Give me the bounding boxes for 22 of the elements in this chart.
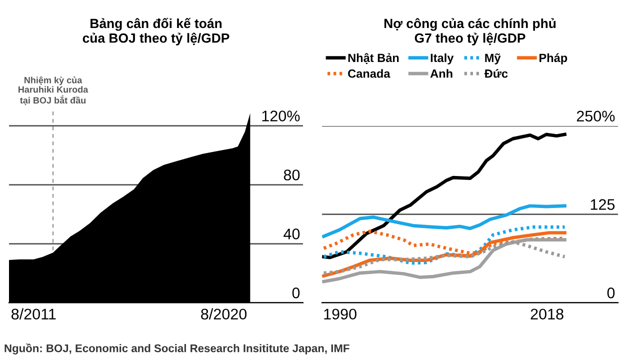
legend-label: Canada (348, 69, 390, 78)
y-tick-label: 120% (262, 110, 300, 122)
y-tick-label: 0 (292, 288, 300, 298)
y-tick-label: 80 (284, 170, 300, 180)
text: Nguồn: BOJ, Economic and Social Research Insititute Japan, IMF (4, 344, 350, 354)
legend-label: Mỹ (485, 53, 501, 64)
x-tick-label: 8/2020 (201, 308, 247, 320)
legend-label: Pháp (540, 53, 568, 64)
y-tick-label: 40 (284, 228, 300, 240)
legend-label: Italy (430, 53, 454, 64)
legend-label: Nhật Bản (348, 53, 399, 64)
legend-label: Đức (484, 69, 508, 78)
legend-label: Anh (430, 69, 452, 78)
y-tick-label: 125 (590, 199, 615, 210)
x-tick-label: 2018 (530, 308, 564, 320)
x-tick-label: 8/2011 (12, 308, 56, 320)
x-tick-label: 1990 (324, 308, 356, 320)
chart-title: Nợ công của các chính phủ G7 theo tỷ lệ/GDP (384, 18, 556, 46)
y-tick-label: 250% (576, 110, 615, 122)
y-tick-label: 0 (607, 288, 615, 298)
ref-line-label: Nhiệm kỳ của Haruhiki Kuroda tại BOJ bắt đầu (18, 76, 88, 106)
chart-title: Bảng cân đối kế toán của BOJ theo tỷ lệ/GDP (82, 18, 230, 46)
